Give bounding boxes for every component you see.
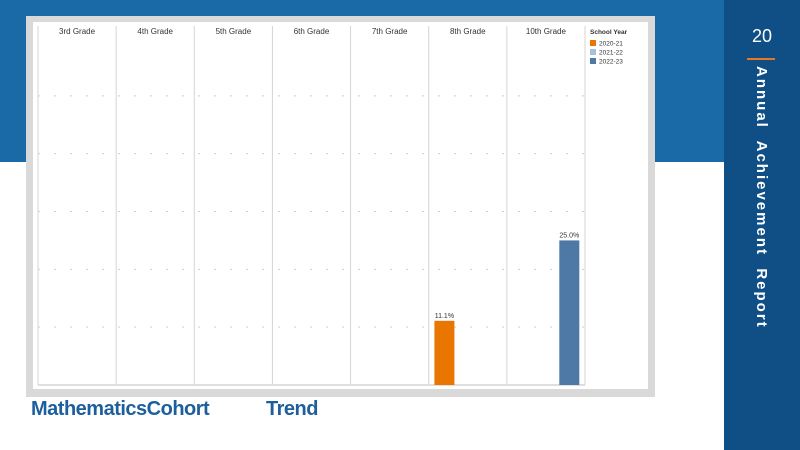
page-number: 20 [751, 26, 773, 46]
caption-subject: MathematicsCohort [31, 398, 210, 420]
bar-data-label: 25.0% [559, 232, 579, 239]
side-panel [724, 0, 800, 450]
grade-header: 4th Grade [137, 27, 173, 36]
grade-header: 6th Grade [294, 27, 330, 36]
cohort-trend-chart: 3rd Grade 4th Grade 5th Grade 6th Grade 7th … [37, 26, 628, 386]
legend-title: School Year [590, 29, 628, 36]
grade-header: 8th Grade [450, 27, 486, 36]
legend-label: 2021-22 [599, 50, 623, 57]
legend-label: 2020-21 [599, 41, 623, 48]
bar-2022-23 [559, 240, 580, 385]
grade-header: 7th Grade [372, 27, 408, 36]
legend-swatch [590, 49, 596, 55]
chart-background [33, 22, 648, 389]
grade-header: 5th Grade [216, 27, 252, 36]
caption-trend: Trend [266, 398, 318, 420]
grade-header: 3rd Grade [59, 27, 96, 36]
legend-swatch [590, 40, 596, 46]
legend-label: 2022-23 [599, 59, 623, 66]
legend-swatch [590, 58, 596, 64]
bar-2020-21 [434, 320, 455, 385]
page-number-rule [747, 58, 775, 60]
bar-data-label: 11.1% [435, 313, 454, 320]
report-title: Annual Achievement Report [753, 66, 770, 329]
grade-header: 10th Grade [526, 27, 567, 36]
